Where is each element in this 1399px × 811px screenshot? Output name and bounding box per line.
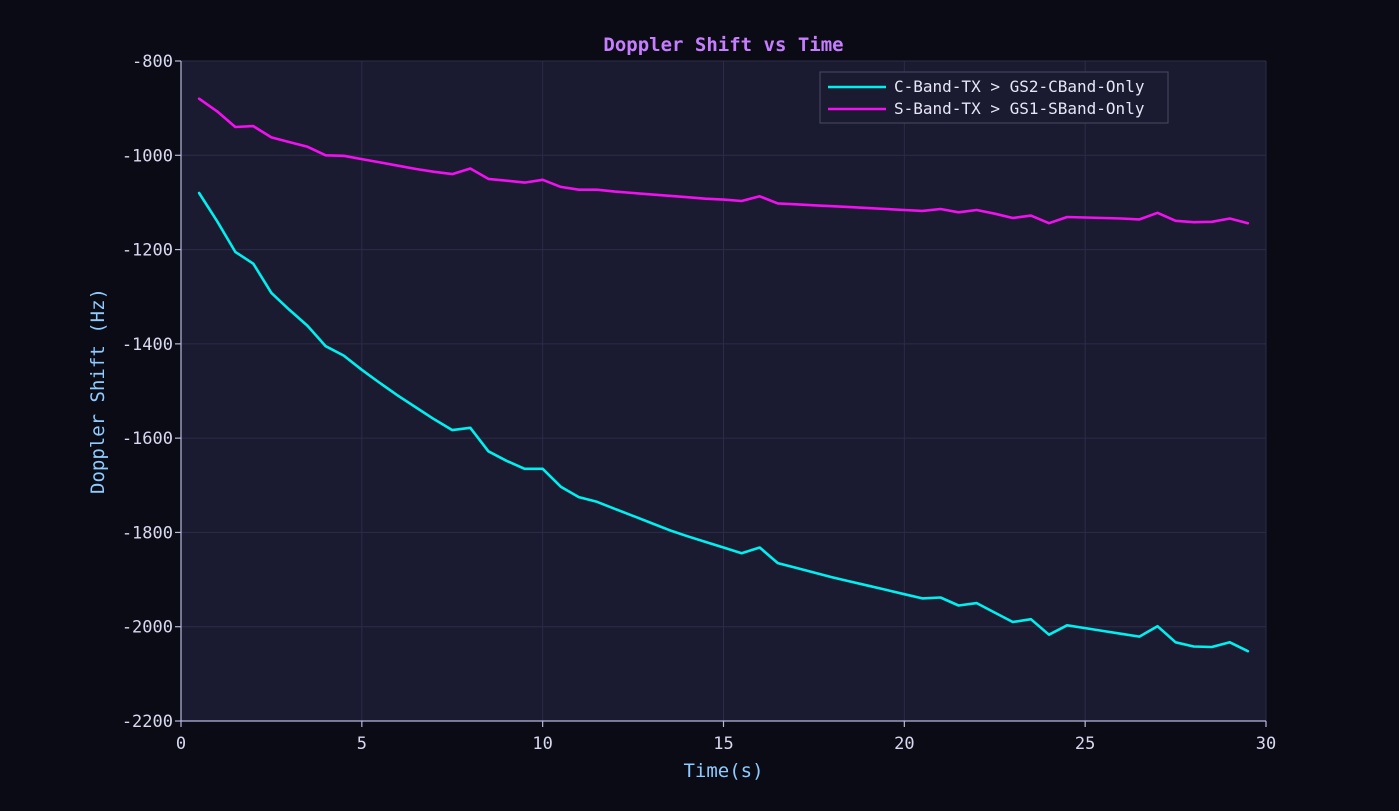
legend-entry: C-Band-TX > GS2-CBand-Only <box>894 77 1145 96</box>
x-tick-label: 20 <box>894 734 914 754</box>
y-tick-label: -2000 <box>122 618 173 638</box>
x-tick-label: 10 <box>532 734 552 754</box>
y-tick-label: -1200 <box>122 241 173 261</box>
y-tick-label: -1800 <box>122 523 173 543</box>
y-tick-label: -1400 <box>122 335 173 355</box>
tick-labels: 0 5 10 15 20 25 30 -2200 -2000 -1800 -1600 -1400 -12… <box>122 52 1276 754</box>
legend: C-Band-TX > GS2-CBand-Only S-Band-TX > GS… <box>819 71 1169 124</box>
x-tick-label: 25 <box>1075 734 1095 754</box>
legend-entry: S-Band-TX > GS1-SBand-Only <box>894 99 1145 118</box>
series-line-0 <box>197 191 1250 653</box>
legend-frame <box>819 71 1169 124</box>
x-tick-label: 0 <box>176 734 186 754</box>
y-axis-label: Doppler Shift (Hz) <box>87 288 109 494</box>
x-tick-label: 30 <box>1256 734 1276 754</box>
x-tick-label: 5 <box>357 734 367 754</box>
axes <box>175 60 1267 727</box>
y-tick-label: -1600 <box>122 429 173 449</box>
chart-title: Doppler Shift vs Time <box>603 34 843 56</box>
x-tick-label: 15 <box>713 734 733 754</box>
x-axis-label: Time(s) <box>683 760 763 782</box>
y-tick-label: -800 <box>132 52 173 72</box>
y-tick-label: -2200 <box>122 712 173 732</box>
y-tick-label: -1000 <box>122 146 173 166</box>
series-line-1 <box>197 97 1250 225</box>
series-lines <box>197 97 1250 653</box>
